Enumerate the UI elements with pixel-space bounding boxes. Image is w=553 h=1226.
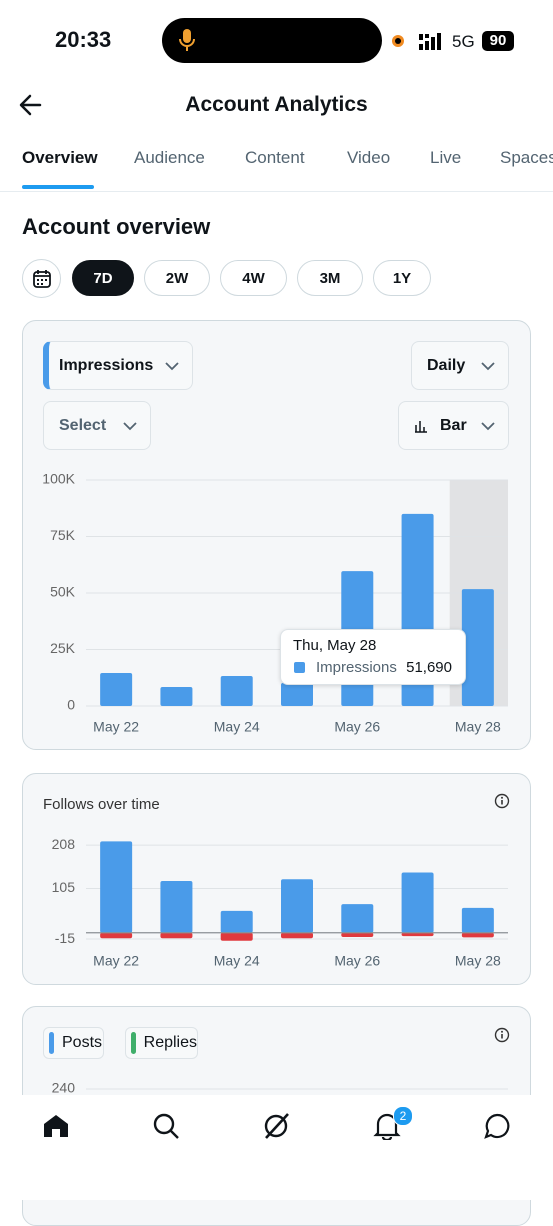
x-tick-label: May 28 [455, 719, 501, 735]
page: Account Analytics { "status_bar": {"time… [0, 18, 553, 1226]
follows-card [22, 773, 531, 985]
grok-icon[interactable] [262, 1112, 290, 1140]
tab[interactable]: Video [347, 148, 391, 167]
interval-dropdown[interactable]: Daily [411, 341, 509, 390]
legend-chip[interactable]: Replies [125, 1027, 198, 1059]
notifications-icon[interactable] [373, 1112, 401, 1140]
screen: 20:33 5G 90 Account Analytics Overview A… [0, 18, 553, 1226]
bottom-nav: 2 [0, 1095, 553, 1200]
compare-dropdown[interactable]: Select [43, 401, 151, 450]
legend-chip[interactable]: Posts [43, 1027, 104, 1059]
bar [220, 675, 253, 706]
x-tick-label: May 24 [214, 953, 260, 969]
legend-swatch [49, 1032, 54, 1054]
chart-style-label: Bar [440, 416, 467, 434]
tab[interactable]: Live [430, 148, 462, 167]
bar [461, 932, 494, 938]
y-tick-label: 240 [52, 1080, 76, 1096]
info-icon[interactable] [494, 1027, 510, 1043]
y-tick-label: 25K [50, 640, 76, 656]
network-label: 5G [452, 32, 475, 51]
dynamic-island [162, 18, 382, 63]
bar [281, 879, 313, 933]
tooltip: Thu, May 28 Impressions 51,690 [280, 629, 466, 685]
bar [281, 932, 313, 939]
x-tick-label: May 22 [93, 953, 139, 969]
status-icons [392, 33, 441, 50]
bar [281, 682, 313, 706]
chart-title: Follows over time [43, 796, 160, 813]
tab[interactable]: Content [245, 148, 305, 167]
period-button[interactable]: 7D [72, 260, 134, 296]
legend-label: Replies [143, 1034, 197, 1051]
bar [461, 907, 494, 933]
legend-label: Posts [62, 1034, 103, 1051]
divider [0, 191, 553, 192]
info-icon[interactable] [494, 793, 510, 809]
chevron [481, 361, 495, 370]
y-tick-label: 105 [52, 879, 76, 895]
y-tick-label: 100K [42, 471, 75, 487]
y-tick-label: 208 [52, 836, 76, 852]
bar-icon [415, 420, 427, 433]
legend-swatch [131, 1032, 136, 1054]
bar [220, 910, 253, 933]
metric-label: Impressions [59, 356, 154, 374]
bar [160, 932, 193, 939]
calendar-icon [32, 269, 51, 288]
bar [401, 872, 434, 933]
bar [160, 880, 193, 933]
bar [341, 904, 374, 933]
back-button[interactable] [18, 93, 44, 117]
tab[interactable]: Spaces [500, 148, 553, 167]
bar [461, 589, 494, 706]
calendar-button[interactable] [22, 259, 61, 298]
period-button[interactable]: 3M [297, 260, 363, 296]
page-title: Account Analytics [185, 93, 368, 116]
tab-indicator [22, 185, 94, 189]
status-time: 20:33 [55, 27, 112, 52]
tooltip-series: Impressions [316, 659, 397, 676]
tooltip-title: Thu, May 28 [293, 637, 377, 654]
y-tick-label: 50K [50, 584, 76, 600]
battery: 90 [482, 31, 514, 51]
period-button[interactable]: 4W [220, 260, 287, 296]
bar [341, 932, 374, 937]
home-icon[interactable] [42, 1113, 70, 1139]
notification-badge: 2 [393, 1106, 413, 1126]
x-tick-label: May 28 [455, 953, 501, 969]
messages-icon[interactable] [483, 1112, 511, 1140]
chevron [123, 421, 137, 430]
chevron [481, 421, 495, 430]
bar [160, 687, 193, 706]
bar [100, 673, 133, 706]
compare-label: Select [59, 416, 107, 434]
y-tick-label: 0 [67, 697, 75, 713]
period-button[interactable]: 1Y [373, 260, 431, 296]
bar [220, 932, 253, 941]
y-tick-label: -15 [55, 930, 75, 946]
search-icon[interactable] [152, 1112, 180, 1140]
chart-style-dropdown[interactable]: Bar [398, 401, 509, 450]
metric-dropdown[interactable]: Impressions [43, 341, 193, 390]
bar [100, 932, 133, 939]
y-tick-label: 75K [50, 527, 76, 543]
interval-label: Daily [427, 356, 466, 374]
charts: 0 25K 50K 75K 100K May 22 May 24 May 26 May 28 -1… [42, 471, 508, 1096]
tooltip-swatch [294, 662, 305, 673]
x-tick-label: May 24 [214, 719, 260, 735]
x-tick-label: May 26 [334, 953, 380, 969]
bar [401, 932, 434, 937]
tooltip-value: 51,690 [406, 659, 452, 676]
bar [100, 841, 133, 933]
section-title: Account overview [22, 214, 211, 239]
mic-icon [179, 29, 195, 51]
chevron [165, 361, 179, 370]
x-tick-label: May 22 [93, 719, 139, 735]
period-button[interactable]: 2W [144, 260, 210, 296]
tab[interactable]: Audience [134, 148, 205, 167]
tab[interactable]: Overview [22, 148, 98, 167]
x-tick-label: May 26 [334, 719, 380, 735]
